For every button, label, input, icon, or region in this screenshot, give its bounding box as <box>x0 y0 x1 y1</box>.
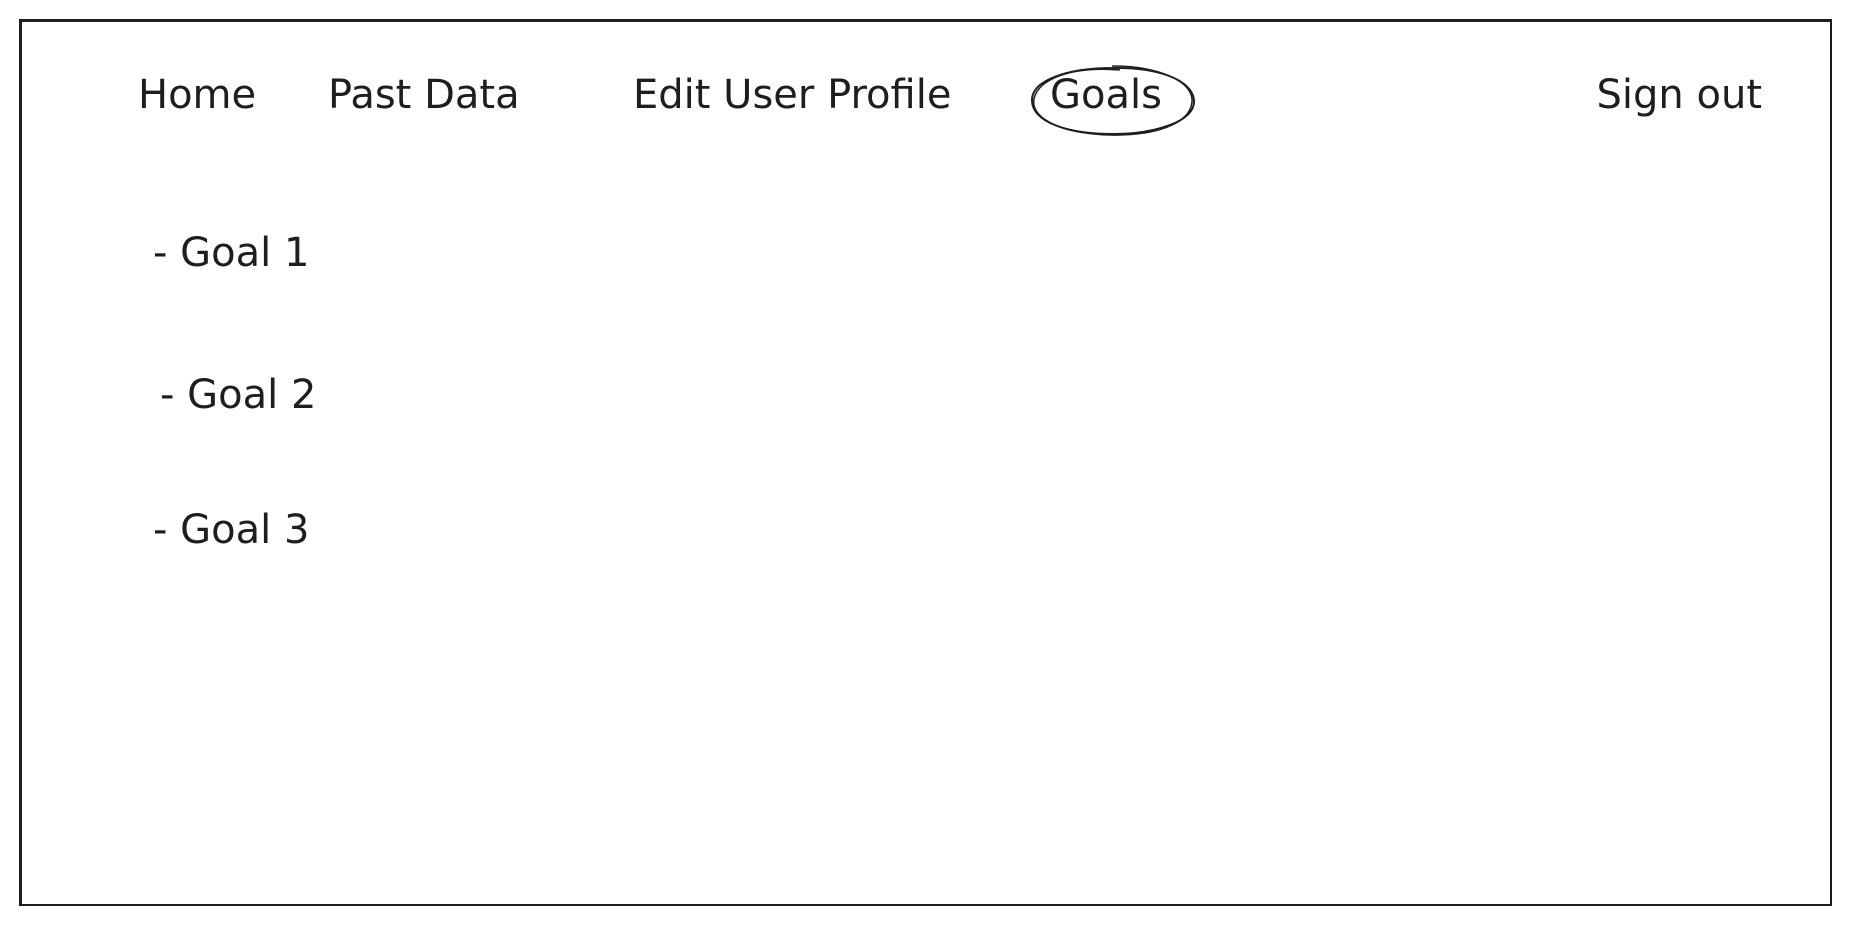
nav-link-edit-user-profile[interactable]: Edit User Profile <box>633 72 952 118</box>
goal-item: - Goal 2 <box>160 372 317 418</box>
nav-link-goals[interactable]: Goals <box>1050 72 1162 118</box>
nav-link-sign-out[interactable]: Sign out <box>1596 72 1762 118</box>
goal-item: - Goal 1 <box>153 230 310 276</box>
page-frame <box>19 19 1832 906</box>
goal-item: - Goal 3 <box>153 507 310 553</box>
nav-link-past-data[interactable]: Past Data <box>328 72 520 118</box>
nav-link-home[interactable]: Home <box>138 72 257 118</box>
